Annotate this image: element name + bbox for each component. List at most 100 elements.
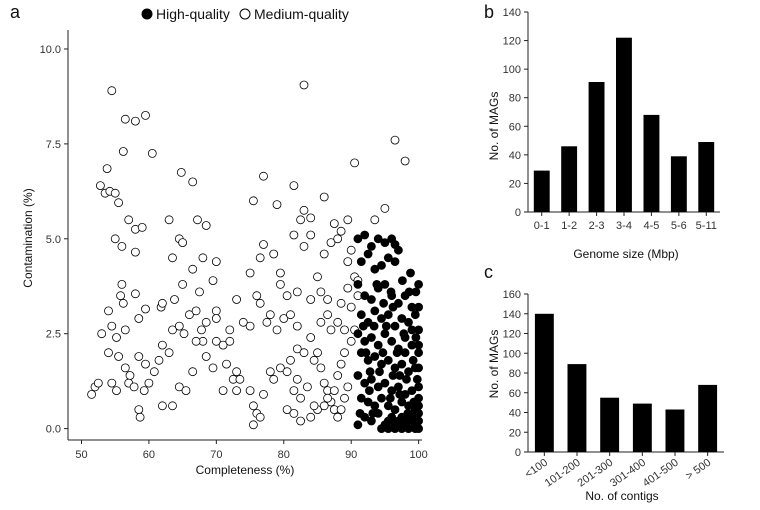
medium-quality-point <box>343 283 353 293</box>
high-quality-point <box>379 298 389 308</box>
medium-quality-point <box>141 111 150 120</box>
medium-quality-point <box>104 306 113 316</box>
panel-label-a: a <box>10 2 21 22</box>
medium-quality-point <box>262 317 272 327</box>
medium-quality-point <box>225 325 235 335</box>
y-tick-label: 120 <box>503 329 521 341</box>
legend-marker-medium-quality <box>239 8 251 20</box>
medium-quality-point <box>380 203 390 213</box>
y-tick-label: 5.0 <box>46 234 61 246</box>
high-quality-point <box>407 325 417 335</box>
y-tick-label: 40 <box>509 150 521 162</box>
bar <box>616 37 632 213</box>
high-quality-point <box>373 382 383 392</box>
x-tick-label: 4-5 <box>643 220 659 232</box>
medium-quality-point <box>323 295 333 304</box>
medium-quality-point <box>149 367 159 377</box>
high-quality-point <box>356 257 366 267</box>
high-quality-point <box>404 317 413 327</box>
high-quality-point <box>402 374 411 384</box>
medium-quality-point <box>208 276 218 286</box>
medium-quality-point <box>110 188 120 198</box>
high-quality-point <box>365 367 375 377</box>
medium-quality-point <box>306 333 316 342</box>
medium-quality-point <box>319 401 329 411</box>
medium-quality-point <box>181 386 191 396</box>
medium-quality-point <box>316 363 326 373</box>
legend-label-medium-quality: Medium-quality <box>254 6 349 22</box>
high-quality-point <box>387 336 397 346</box>
medium-quality-point <box>259 389 268 399</box>
medium-quality-point <box>110 234 120 244</box>
high-quality-point <box>406 268 415 278</box>
medium-quality-point <box>198 253 208 263</box>
medium-quality-point <box>141 359 150 369</box>
medium-quality-point <box>201 352 211 361</box>
medium-quality-point <box>259 171 268 181</box>
medium-quality-point <box>97 329 107 339</box>
medium-quality-point <box>112 333 121 342</box>
medium-quality-point <box>333 317 343 327</box>
y-tick-label: 140 <box>503 309 521 321</box>
medium-quality-point <box>309 401 319 411</box>
high-quality-point <box>403 408 413 418</box>
medium-quality-point <box>255 298 265 308</box>
medium-quality-point <box>306 295 316 304</box>
bar <box>643 114 660 212</box>
y-axis-label: No. of MAGs <box>487 330 501 399</box>
high-quality-point <box>414 393 424 403</box>
medium-quality-point <box>120 363 130 373</box>
contigs-bar-chart: No. of MAGs No. of contigs 0 20 40 60 80 100 1… <box>487 289 724 503</box>
high-quality-point <box>390 321 400 331</box>
medium-quality-point <box>157 298 167 308</box>
medium-quality-point <box>313 348 322 358</box>
x-tick-label: 2-3 <box>589 220 605 232</box>
high-quality-point <box>414 279 424 289</box>
high-quality-point <box>397 314 407 323</box>
x-tick-label: 201-300 <box>575 457 615 490</box>
medium-quality-point <box>125 371 135 380</box>
medium-quality-point <box>289 181 299 191</box>
medium-quality-point <box>299 348 309 358</box>
medium-quality-point <box>289 230 299 240</box>
medium-quality-point <box>168 401 177 411</box>
medium-quality-point <box>319 192 329 202</box>
y-tick-label: 80 <box>509 368 521 380</box>
high-quality-point <box>353 329 363 339</box>
medium-quality-point <box>184 310 194 320</box>
high-quality-point <box>388 302 398 312</box>
medium-quality-point <box>188 367 198 377</box>
high-quality-point <box>380 238 390 248</box>
high-quality-point <box>360 336 370 346</box>
x-axis-label: Genome size (Mbp) <box>573 247 678 261</box>
medium-quality-point <box>296 416 306 426</box>
medium-quality-point <box>188 177 198 187</box>
medium-quality-point <box>238 317 248 327</box>
medium-quality-point <box>245 268 255 278</box>
x-tick-label: 70 <box>210 449 222 461</box>
high-quality-point <box>414 401 424 411</box>
medium-quality-point <box>193 215 202 225</box>
high-quality-point <box>377 260 386 270</box>
high-quality-point <box>375 367 384 377</box>
high-quality-point <box>383 253 393 263</box>
high-quality-point <box>366 416 376 426</box>
medium-quality-point <box>137 222 147 232</box>
x-tick-label: 1-2 <box>561 220 577 232</box>
medium-quality-point <box>195 287 204 297</box>
medium-quality-point <box>176 167 186 177</box>
medium-quality-point <box>269 374 279 384</box>
medium-quality-point <box>289 386 299 396</box>
medium-quality-point <box>275 268 285 278</box>
medium-quality-point <box>135 412 145 422</box>
medium-quality-point <box>343 257 353 267</box>
x-tick-label: 5-11 <box>696 220 717 232</box>
high-quality-point <box>410 424 420 434</box>
medium-quality-point <box>323 393 333 403</box>
medium-quality-point <box>259 240 268 249</box>
medium-quality-point <box>265 310 275 320</box>
medium-quality-point <box>144 378 154 388</box>
medium-quality-point <box>400 156 410 166</box>
medium-quality-point <box>319 249 329 259</box>
medium-quality-point <box>232 367 242 377</box>
